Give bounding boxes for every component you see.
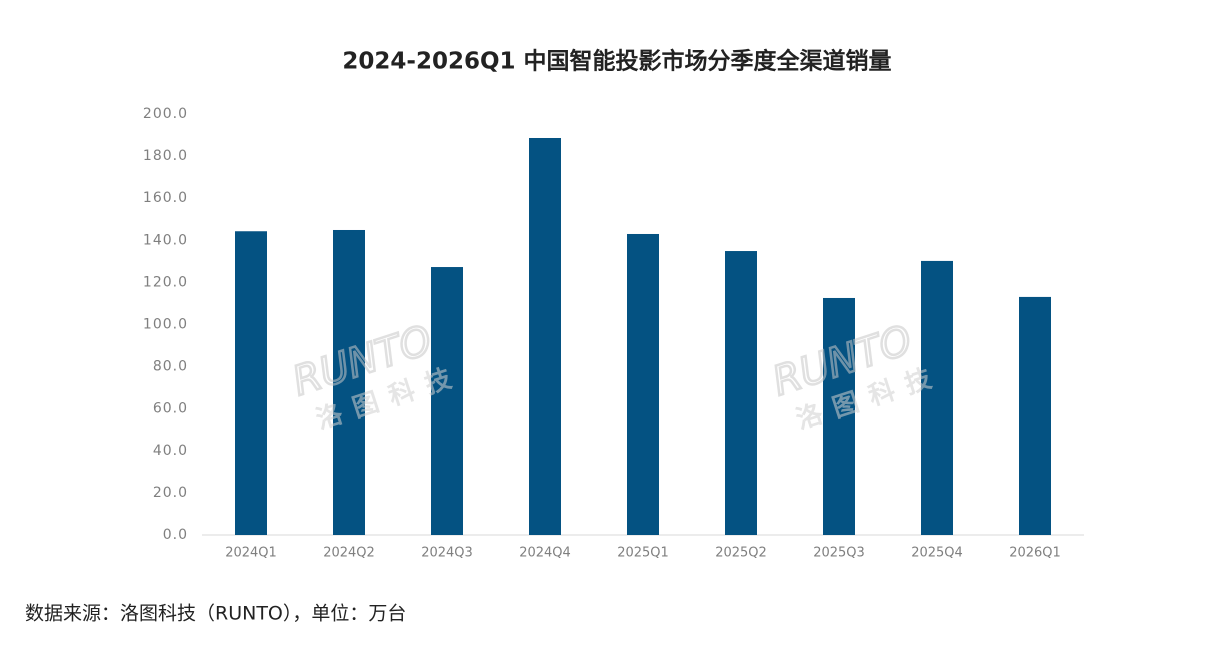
bar bbox=[627, 233, 659, 536]
bar bbox=[235, 231, 267, 535]
x-tick-label: 2025Q3 bbox=[813, 546, 865, 561]
bar bbox=[1019, 296, 1051, 535]
x-tick-label: 2025Q4 bbox=[911, 546, 963, 561]
x-tick-label: 2024Q1 bbox=[225, 546, 277, 561]
x-tick-label: 2025Q1 bbox=[617, 546, 669, 561]
bar bbox=[921, 260, 953, 535]
y-tick-label: 60.0 bbox=[153, 401, 188, 417]
x-tick-label: 2025Q2 bbox=[715, 546, 767, 561]
y-tick-label: 40.0 bbox=[153, 443, 188, 459]
y-tick-label: 140.0 bbox=[143, 232, 188, 248]
bar bbox=[823, 297, 855, 535]
x-tick-label: 2024Q2 bbox=[323, 546, 375, 561]
chart-title: 2024-2026Q1 中国智能投影市场分季度全渠道销量 bbox=[342, 48, 891, 75]
y-tick-label: 0.0 bbox=[163, 527, 188, 543]
y-tick-label: 100.0 bbox=[143, 317, 188, 333]
y-tick-label: 120.0 bbox=[143, 274, 188, 290]
source-note: 数据来源：洛图科技（RUNTO），单位：万台 bbox=[25, 603, 406, 625]
y-tick-label: 180.0 bbox=[143, 148, 188, 164]
y-tick-label: 80.0 bbox=[153, 359, 188, 375]
x-tick-label: 2026Q1 bbox=[1009, 546, 1061, 561]
bar bbox=[529, 137, 561, 535]
bar bbox=[431, 267, 463, 535]
x-tick-label: 2024Q3 bbox=[421, 546, 473, 561]
x-tick-label: 2024Q4 bbox=[519, 546, 571, 561]
bar bbox=[725, 251, 757, 535]
y-tick-label: 160.0 bbox=[143, 190, 188, 206]
y-tick-label: 20.0 bbox=[153, 485, 188, 501]
y-tick-label: 200.0 bbox=[143, 106, 188, 122]
bar bbox=[333, 229, 365, 535]
